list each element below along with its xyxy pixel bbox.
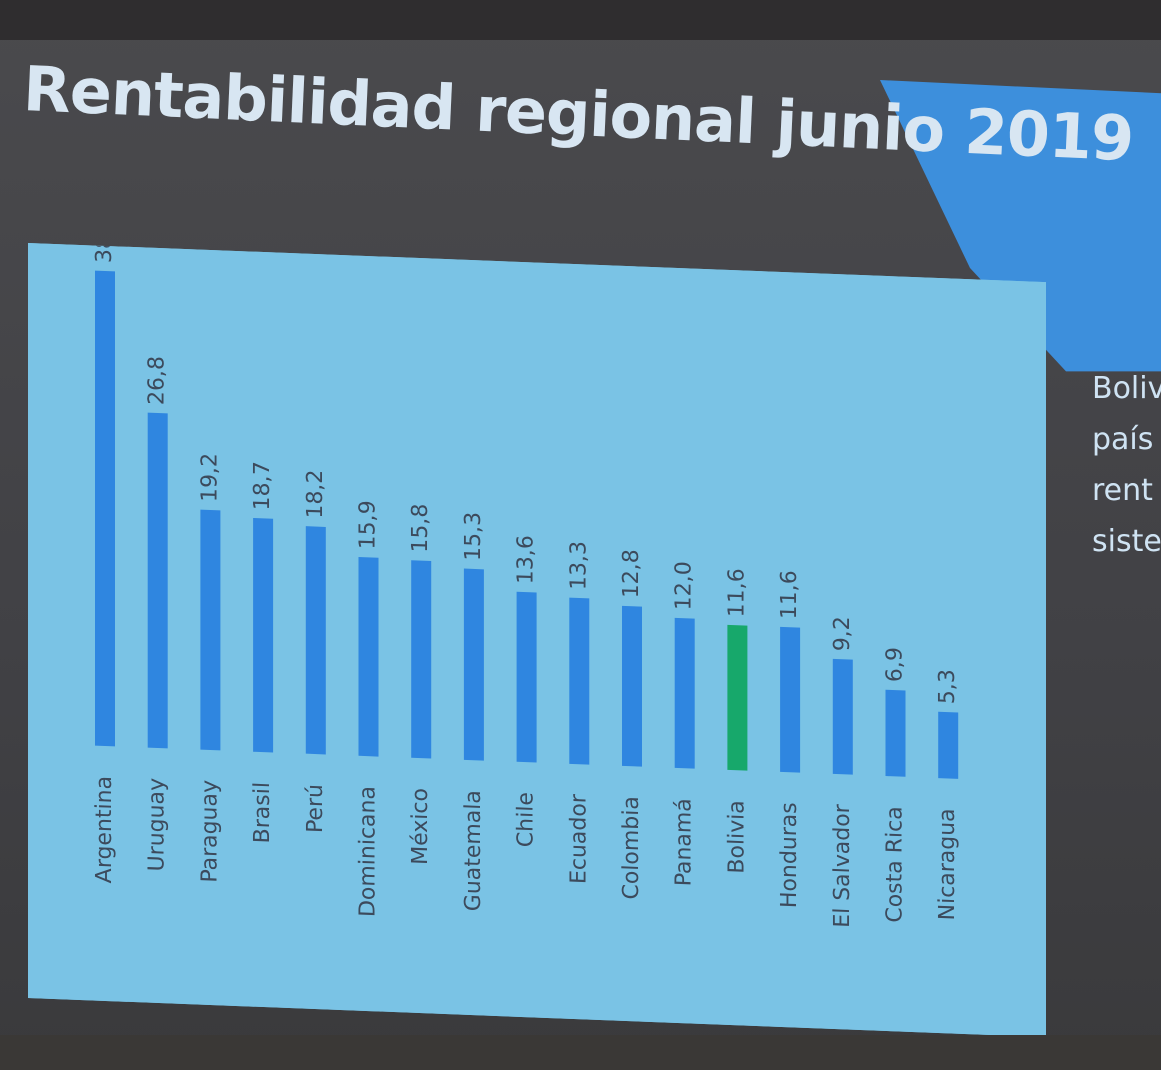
category-label: Brasil	[250, 782, 275, 844]
side-text-line: siste	[1092, 524, 1161, 559]
category-label: Chile	[514, 792, 539, 848]
category-label: Bolivia	[724, 800, 749, 874]
category-label: Nicaragua	[935, 808, 960, 921]
value-label: 18,7	[250, 461, 275, 511]
value-label: 9,2	[830, 616, 855, 652]
bar-el-salvador	[832, 658, 853, 775]
value-label: 5,3	[935, 669, 960, 705]
value-label: 15,3	[461, 511, 486, 561]
category-label: Panamá	[672, 798, 697, 887]
bar-panamá	[674, 617, 695, 769]
category-label: México	[408, 788, 433, 866]
value-label: 19,2	[197, 453, 222, 503]
category-label: Dominicana	[356, 786, 381, 918]
category-label: Colombia	[619, 796, 644, 900]
bar-paraguay	[200, 509, 221, 751]
value-label: 18,2	[303, 469, 328, 519]
bar-dominicana	[358, 556, 379, 757]
category-label: Paraguay	[197, 780, 222, 884]
category-label: Perú	[303, 784, 328, 834]
bar-argentina	[95, 270, 115, 747]
value-label: 13,3	[566, 541, 591, 591]
bar-chart: 38,0 Argentina 26,8 Uruguay 19,2 Paraguay 18,7…	[28, 243, 1046, 1038]
value-label: 13,6	[514, 535, 539, 585]
value-label: 15,9	[356, 500, 381, 550]
value-label: 26,8	[145, 356, 170, 406]
value-label: 12,0	[672, 561, 697, 611]
bar-nicaragua	[938, 711, 959, 779]
category-label: Argentina	[92, 775, 117, 883]
side-text-line: país	[1092, 422, 1154, 457]
bar-brasil	[253, 517, 274, 753]
category-label: Uruguay	[145, 777, 170, 871]
side-text: Boliv país rent siste	[1092, 363, 1161, 567]
bar-colombia	[622, 605, 642, 767]
value-label: 38,0	[92, 243, 117, 263]
value-label: 6,9	[883, 647, 908, 683]
category-label: Ecuador	[566, 793, 591, 885]
bar-méxico	[411, 560, 432, 759]
category-label: Guatemala	[461, 790, 486, 912]
side-text-line: Boliv	[1092, 371, 1161, 406]
top-dark-band	[0, 0, 1161, 40]
category-label: Costa Rica	[883, 806, 908, 923]
bar-bolivia	[727, 624, 748, 771]
value-label: 11,6	[724, 568, 749, 618]
bar-costa-rica	[885, 689, 906, 777]
bar-chile	[516, 591, 537, 763]
bar-ecuador	[569, 597, 590, 765]
value-label: 15,8	[408, 503, 433, 553]
value-label: 12,8	[619, 549, 644, 599]
chart-panel: 38,0 Argentina 26,8 Uruguay 19,2 Paraguay 18,7…	[28, 243, 1046, 1038]
bottom-strip	[0, 1035, 1161, 1070]
category-label: Honduras	[777, 802, 802, 909]
category-label: El Salvador	[830, 803, 855, 928]
value-label: 11,6	[777, 570, 802, 620]
bar-guatemala	[463, 568, 484, 761]
side-text-line: rent	[1092, 473, 1153, 508]
bar-perú	[305, 526, 326, 755]
bar-honduras	[780, 626, 801, 773]
bar-uruguay	[147, 412, 168, 749]
